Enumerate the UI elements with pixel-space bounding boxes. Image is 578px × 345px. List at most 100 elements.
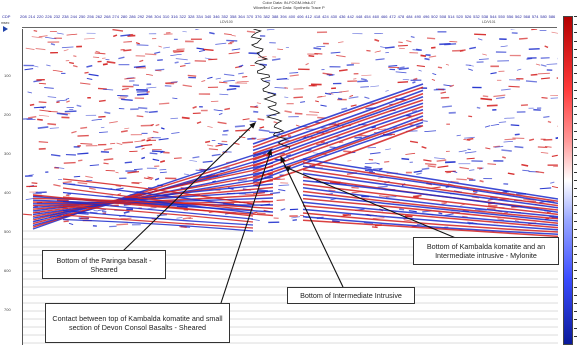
seismic-noise (73, 55, 77, 58)
seismic-reflector (302, 165, 559, 205)
play-icon[interactable] (3, 26, 8, 32)
seismic-reflector (252, 86, 424, 148)
seismic-noise (397, 81, 409, 84)
seismic-noise (437, 165, 449, 169)
seismic-noise (218, 112, 223, 116)
seismic-noise (38, 82, 46, 85)
seismic-noise (189, 159, 198, 162)
seismic-noise (207, 76, 213, 80)
ruler-label-right: LD/V101 (482, 20, 496, 24)
seismic-noise (141, 143, 153, 147)
seismic-noise (300, 101, 306, 103)
seismic-noise (486, 104, 498, 107)
seismic-noise (364, 96, 370, 100)
seismic-noise (274, 86, 287, 89)
seismic-noise (138, 106, 148, 110)
seismic-reflector (302, 205, 559, 229)
seismic-noise (339, 90, 349, 93)
colorbar-tick (574, 114, 577, 116)
seismic-reflector (302, 158, 559, 200)
cdp-tick-label: 376 (254, 14, 262, 19)
seismic-noise (507, 172, 515, 176)
cdp-tick-label: 430 (330, 14, 338, 19)
seismic-noise (378, 195, 390, 198)
seismic-reflector (252, 96, 424, 158)
seismic-noise (375, 58, 385, 61)
seismic-noise (32, 65, 39, 68)
seismic-noise (144, 53, 157, 56)
seismic-noise (490, 72, 497, 75)
seismic-noise (556, 76, 562, 79)
seismic-noise (380, 46, 388, 49)
seismic-noise (143, 177, 153, 180)
seismic-noise (372, 217, 385, 219)
seismic-reflector (302, 161, 559, 202)
cdp-tick-label: 220 (36, 14, 44, 19)
seismic-noise (437, 66, 443, 69)
seismic-noise (555, 136, 561, 140)
seismic-noise (159, 160, 166, 163)
colorbar-tick (574, 163, 577, 165)
cdp-tick-label: 472 (389, 14, 396, 19)
seismic-noise (349, 95, 354, 98)
seismic-noise (98, 115, 106, 118)
seismic-noise (127, 171, 140, 174)
seismic-noise (385, 89, 389, 92)
seismic-noise (158, 102, 170, 105)
seismic-noise (459, 166, 470, 170)
seismic-noise (384, 160, 390, 163)
seismic-reflector (252, 105, 424, 168)
seismic-section[interactable] (22, 27, 569, 345)
seismic-noise (182, 30, 187, 33)
cdp-tick-label: 262 (95, 14, 103, 19)
seismic-noise (337, 97, 343, 100)
seismic-noise (544, 145, 552, 148)
seismic-noise (49, 127, 59, 129)
seismic-noise (176, 217, 183, 219)
seismic-noise (412, 81, 416, 84)
colorbar-tick (574, 106, 577, 108)
seismic-noise (47, 122, 57, 126)
seismic-noise (442, 105, 452, 108)
colorbar-tick (574, 89, 577, 91)
seismic-noise (408, 210, 417, 213)
seismic-noise (88, 73, 99, 77)
seismic-noise (266, 29, 275, 31)
seismic-noise (213, 109, 223, 112)
seismic-noise (480, 97, 493, 101)
seismic-noise (195, 27, 201, 31)
seismic-noise (71, 130, 77, 134)
seismic-noise (427, 165, 436, 168)
colorbar-tick (574, 278, 577, 280)
seismic-noise (431, 78, 436, 81)
seismic-noise (456, 134, 461, 137)
seismic-noise (497, 218, 505, 221)
seismic-noise (388, 65, 398, 67)
seismic-reflector (252, 99, 424, 161)
seismic-noise (35, 191, 47, 194)
cdp-tick-label: 466 (380, 14, 388, 19)
cdp-tick-label: 406 (296, 14, 304, 19)
colorbar-tick (574, 204, 577, 206)
seismic-noise (397, 66, 405, 70)
seismic-noise (89, 211, 98, 214)
seismic-noise (208, 148, 219, 151)
cdp-tick-label: 250 (78, 14, 86, 19)
seismic-noise (428, 55, 437, 58)
seismic-reflector (62, 214, 254, 229)
callout-intermediate: Bottom of Intermediate Intrusive (287, 287, 415, 304)
seismic-noise (305, 62, 309, 66)
seismic-noise (215, 42, 227, 45)
seismic-noise (118, 56, 125, 60)
seismic-reflector (302, 197, 559, 224)
seismic-noise (133, 65, 146, 68)
seismic-noise (522, 169, 530, 172)
seismic-noise (171, 132, 180, 135)
seismic-noise (421, 146, 427, 149)
seismic-noise (29, 103, 35, 106)
seismic-noise (541, 96, 548, 99)
seismic-noise (83, 38, 95, 40)
seismic-noise (285, 139, 290, 142)
cdp-tick-label: 292 (137, 14, 145, 19)
seismic-noise (109, 121, 118, 124)
